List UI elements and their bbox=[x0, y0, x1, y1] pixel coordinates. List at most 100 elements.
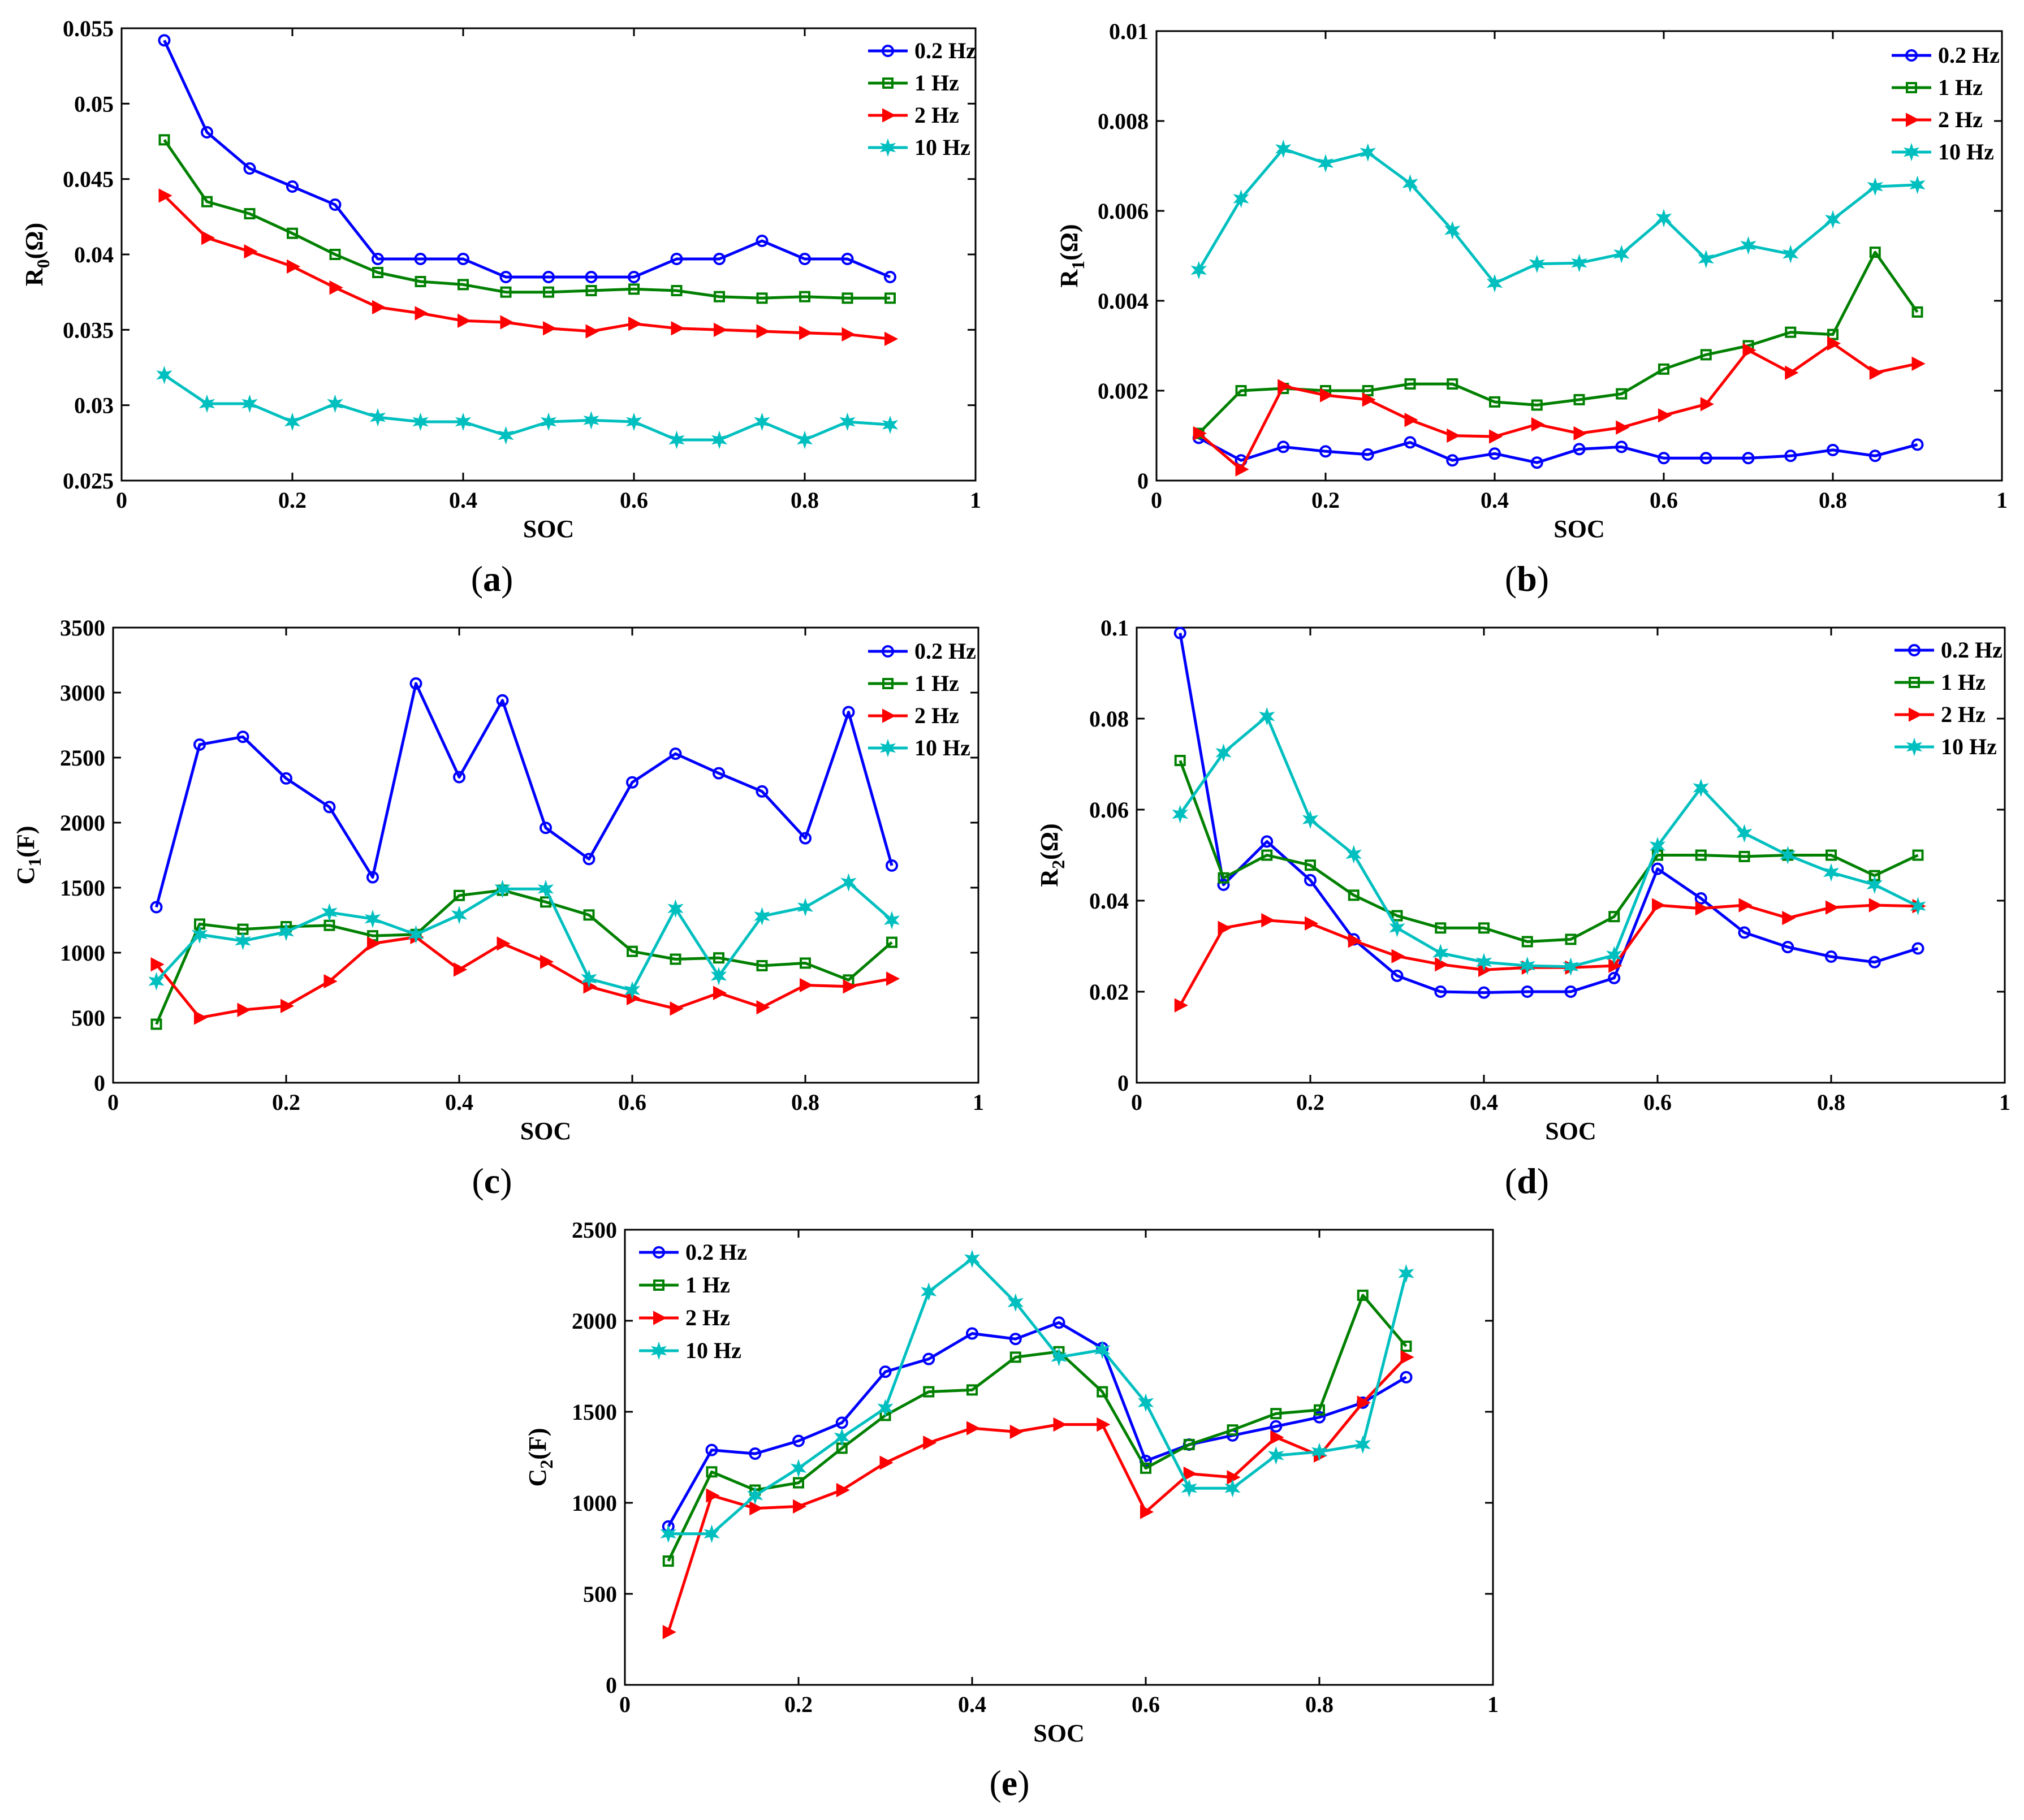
y-tick-label: 0.1 bbox=[1101, 615, 1129, 641]
data-point bbox=[1698, 249, 1714, 269]
data-point bbox=[662, 1624, 676, 1640]
data-point bbox=[158, 188, 172, 203]
data-point bbox=[1827, 336, 1841, 351]
data-point bbox=[415, 306, 429, 321]
data-point bbox=[1174, 998, 1188, 1013]
y-axis-label-subscript: 2 bbox=[1048, 860, 1068, 869]
data-point bbox=[756, 785, 769, 798]
data-point bbox=[1398, 1264, 1414, 1283]
legend-entry: 2 Hz bbox=[1892, 107, 1983, 132]
x-tick-label: 1 bbox=[1996, 487, 2008, 513]
data-point bbox=[714, 291, 725, 302]
data-point bbox=[883, 911, 900, 930]
data-point bbox=[1224, 1479, 1241, 1498]
series-line bbox=[667, 1356, 1408, 1633]
data-point bbox=[921, 1282, 937, 1301]
legend-marker bbox=[882, 678, 894, 689]
data-point bbox=[1235, 385, 1247, 396]
data-point bbox=[1218, 920, 1232, 935]
y-tick-label: 1500 bbox=[572, 1399, 617, 1425]
x-tick-label: 0 bbox=[1131, 1090, 1142, 1115]
data-point bbox=[415, 276, 426, 287]
data-point bbox=[500, 286, 512, 298]
data-point bbox=[372, 267, 383, 278]
data-point bbox=[625, 412, 642, 431]
data-point bbox=[966, 1327, 978, 1340]
data-point bbox=[235, 931, 251, 950]
data-point bbox=[835, 1416, 848, 1429]
legend-entry: 0.2 Hz bbox=[639, 1239, 747, 1265]
data-point bbox=[1573, 394, 1585, 405]
y-axis-label-unit: (Ω) bbox=[1035, 823, 1063, 860]
data-point bbox=[1233, 189, 1249, 208]
data-point bbox=[1361, 448, 1374, 461]
data-point bbox=[1009, 1351, 1021, 1363]
series-0-2-hz bbox=[1192, 431, 1924, 469]
chart-panel-b: 0 0.2 0.4 0.6 0.8 1 0 0.002 0.004 0.006 0.008 0.01 S… bbox=[1055, 19, 2008, 599]
data-point bbox=[1348, 933, 1362, 948]
data-point bbox=[583, 410, 599, 430]
legend-marker bbox=[882, 108, 896, 123]
data-point bbox=[1695, 849, 1707, 861]
data-point bbox=[1911, 356, 1926, 371]
data-point bbox=[966, 1384, 978, 1396]
y-tick-label: 0.008 bbox=[1098, 109, 1149, 134]
data-point bbox=[1009, 1333, 1022, 1346]
data-point bbox=[1475, 953, 1492, 972]
series-0-2-hz bbox=[1173, 626, 1924, 999]
data-point bbox=[1007, 1293, 1024, 1312]
data-point bbox=[1658, 363, 1669, 375]
legend-entry: 10 Hz bbox=[868, 135, 970, 160]
data-point bbox=[1658, 408, 1672, 423]
series-line bbox=[1179, 760, 1919, 943]
data-point bbox=[494, 879, 511, 898]
data-point bbox=[1400, 1371, 1413, 1384]
data-point bbox=[1259, 707, 1275, 726]
y-tick-label: 2000 bbox=[572, 1308, 617, 1334]
panel-caption: (b) bbox=[1505, 559, 1549, 599]
data-point bbox=[408, 925, 424, 944]
y-tick-label: 0.04 bbox=[1089, 888, 1129, 914]
data-point bbox=[1268, 1446, 1284, 1465]
y-tick-label: 3000 bbox=[60, 680, 105, 706]
data-point bbox=[1785, 365, 1799, 380]
data-point bbox=[840, 873, 857, 892]
y-axis-label-subscript: 1 bbox=[1068, 261, 1088, 270]
legend-label: 2 Hz bbox=[1941, 702, 1986, 727]
series-line bbox=[1197, 147, 1918, 285]
y-tick-label: 0.01 bbox=[1109, 19, 1149, 44]
data-point bbox=[1658, 452, 1670, 465]
data-point bbox=[287, 227, 298, 239]
caption-close-paren: ) bbox=[1537, 559, 1549, 599]
data-point bbox=[1529, 254, 1545, 274]
x-tick-label: 0 bbox=[1151, 487, 1162, 513]
data-point bbox=[280, 772, 292, 785]
caption-close-paren: ) bbox=[501, 559, 513, 599]
y-axis-label: R2(Ω) bbox=[1035, 823, 1068, 887]
x-tick-label: 1 bbox=[973, 1090, 984, 1115]
caption-open-paren: ( bbox=[1505, 1161, 1517, 1201]
data-point bbox=[1302, 810, 1319, 829]
data-point bbox=[1391, 969, 1404, 982]
data-point bbox=[458, 313, 472, 328]
panel-caption: (e) bbox=[989, 1763, 1029, 1803]
data-point bbox=[1867, 177, 1883, 196]
legend-entry: 2 Hz bbox=[868, 102, 959, 128]
y-tick-label: 500 bbox=[71, 1005, 105, 1031]
data-point bbox=[1615, 440, 1628, 453]
data-point bbox=[1738, 926, 1751, 939]
series-line bbox=[155, 889, 893, 1025]
legend-label: 2 Hz bbox=[685, 1305, 730, 1330]
data-point bbox=[1573, 426, 1587, 441]
data-point bbox=[1911, 306, 1923, 318]
data-point bbox=[626, 776, 638, 789]
caption-letter: e bbox=[1002, 1763, 1017, 1803]
y-tick-label: 2000 bbox=[60, 810, 105, 836]
data-point bbox=[1348, 889, 1360, 901]
legend-entry: 10 Hz bbox=[868, 735, 970, 760]
data-point bbox=[749, 1501, 763, 1516]
data-point bbox=[1912, 849, 1924, 861]
data-point bbox=[800, 957, 811, 969]
series-line bbox=[1179, 633, 1919, 995]
data-point bbox=[842, 706, 855, 719]
